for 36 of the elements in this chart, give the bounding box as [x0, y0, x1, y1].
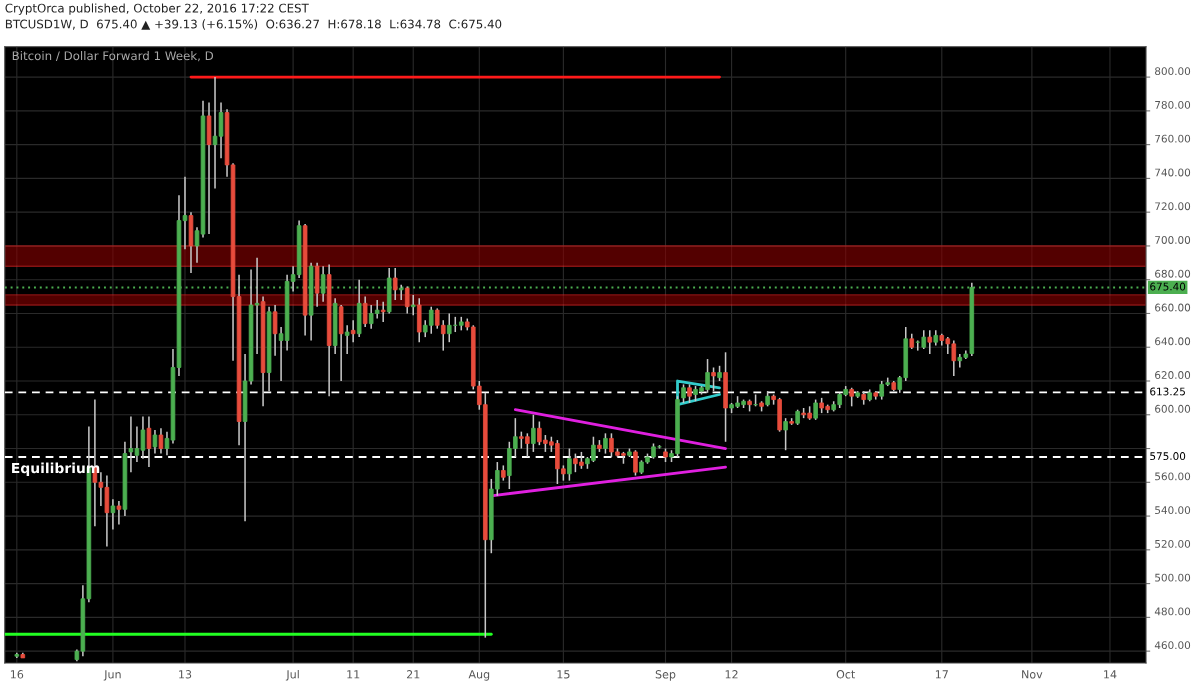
y-tick-label: 760.00 — [1155, 134, 1191, 143]
ref-line-label: 575.00 — [1150, 452, 1186, 460]
x-tick-label: 16 — [10, 670, 24, 679]
y-tick-label: 620.00 — [1155, 371, 1191, 379]
x-tick-label: Jun — [103, 670, 121, 681]
y-tick-label: 700.00 — [1155, 236, 1191, 244]
x-tick-label: 12 — [725, 670, 738, 679]
x-tick-label: 13 — [179, 670, 192, 679]
ref-line-label: 613.25 — [1150, 387, 1185, 396]
x-tick-label: Nov — [1022, 670, 1043, 679]
x-tick-label: 15 — [557, 670, 570, 679]
y-tick-label: 540.00 — [1155, 506, 1191, 515]
x-tick-label: 14 — [1104, 670, 1117, 679]
y-tick-label: 640.00 — [1155, 337, 1191, 346]
chart-title: Bitcoin / Dollar Forward 1 Week, D — [12, 51, 214, 62]
y-tick-label: 740.00 — [1155, 168, 1191, 177]
chart-subtitle: CryptOrca published, October 22, 2016 17:22 CEST BTCUSD1W, D 675.40 ▲ +39.13 (+6.15%) O:636.27 H:678.18 L:634.78 C:675.40 — [5, 3, 502, 30]
y-tick-label: 480.00 — [1154, 607, 1191, 616]
y-tick-label: 800.00 — [1155, 67, 1191, 76]
x-tick-label: Sep — [655, 670, 676, 681]
x-tick-label: Jul — [285, 669, 299, 681]
x-tick-label: 21 — [406, 670, 420, 679]
x-tick-label: 17 — [935, 670, 948, 679]
y-tick-label: 780.00 — [1155, 100, 1191, 109]
y-tick-label: 720.00 — [1155, 202, 1191, 211]
ref-line-label: 675.40 — [1150, 282, 1186, 291]
y-tick-label: 500.00 — [1155, 573, 1191, 582]
x-tick-label: 11 — [347, 670, 360, 679]
y-tick-label: 600.00 — [1155, 404, 1191, 413]
y-tick-label: 460.00 — [1154, 641, 1191, 650]
x-tick-label: Aug — [468, 670, 490, 681]
x-tick-label: Oct — [836, 670, 856, 679]
y-tick-label: 680.00 — [1155, 269, 1191, 278]
y-tick-label: 520.00 — [1155, 539, 1191, 548]
y-tick-label: 560.00 — [1155, 472, 1191, 481]
y-tick-label: 660.00 — [1155, 303, 1191, 312]
